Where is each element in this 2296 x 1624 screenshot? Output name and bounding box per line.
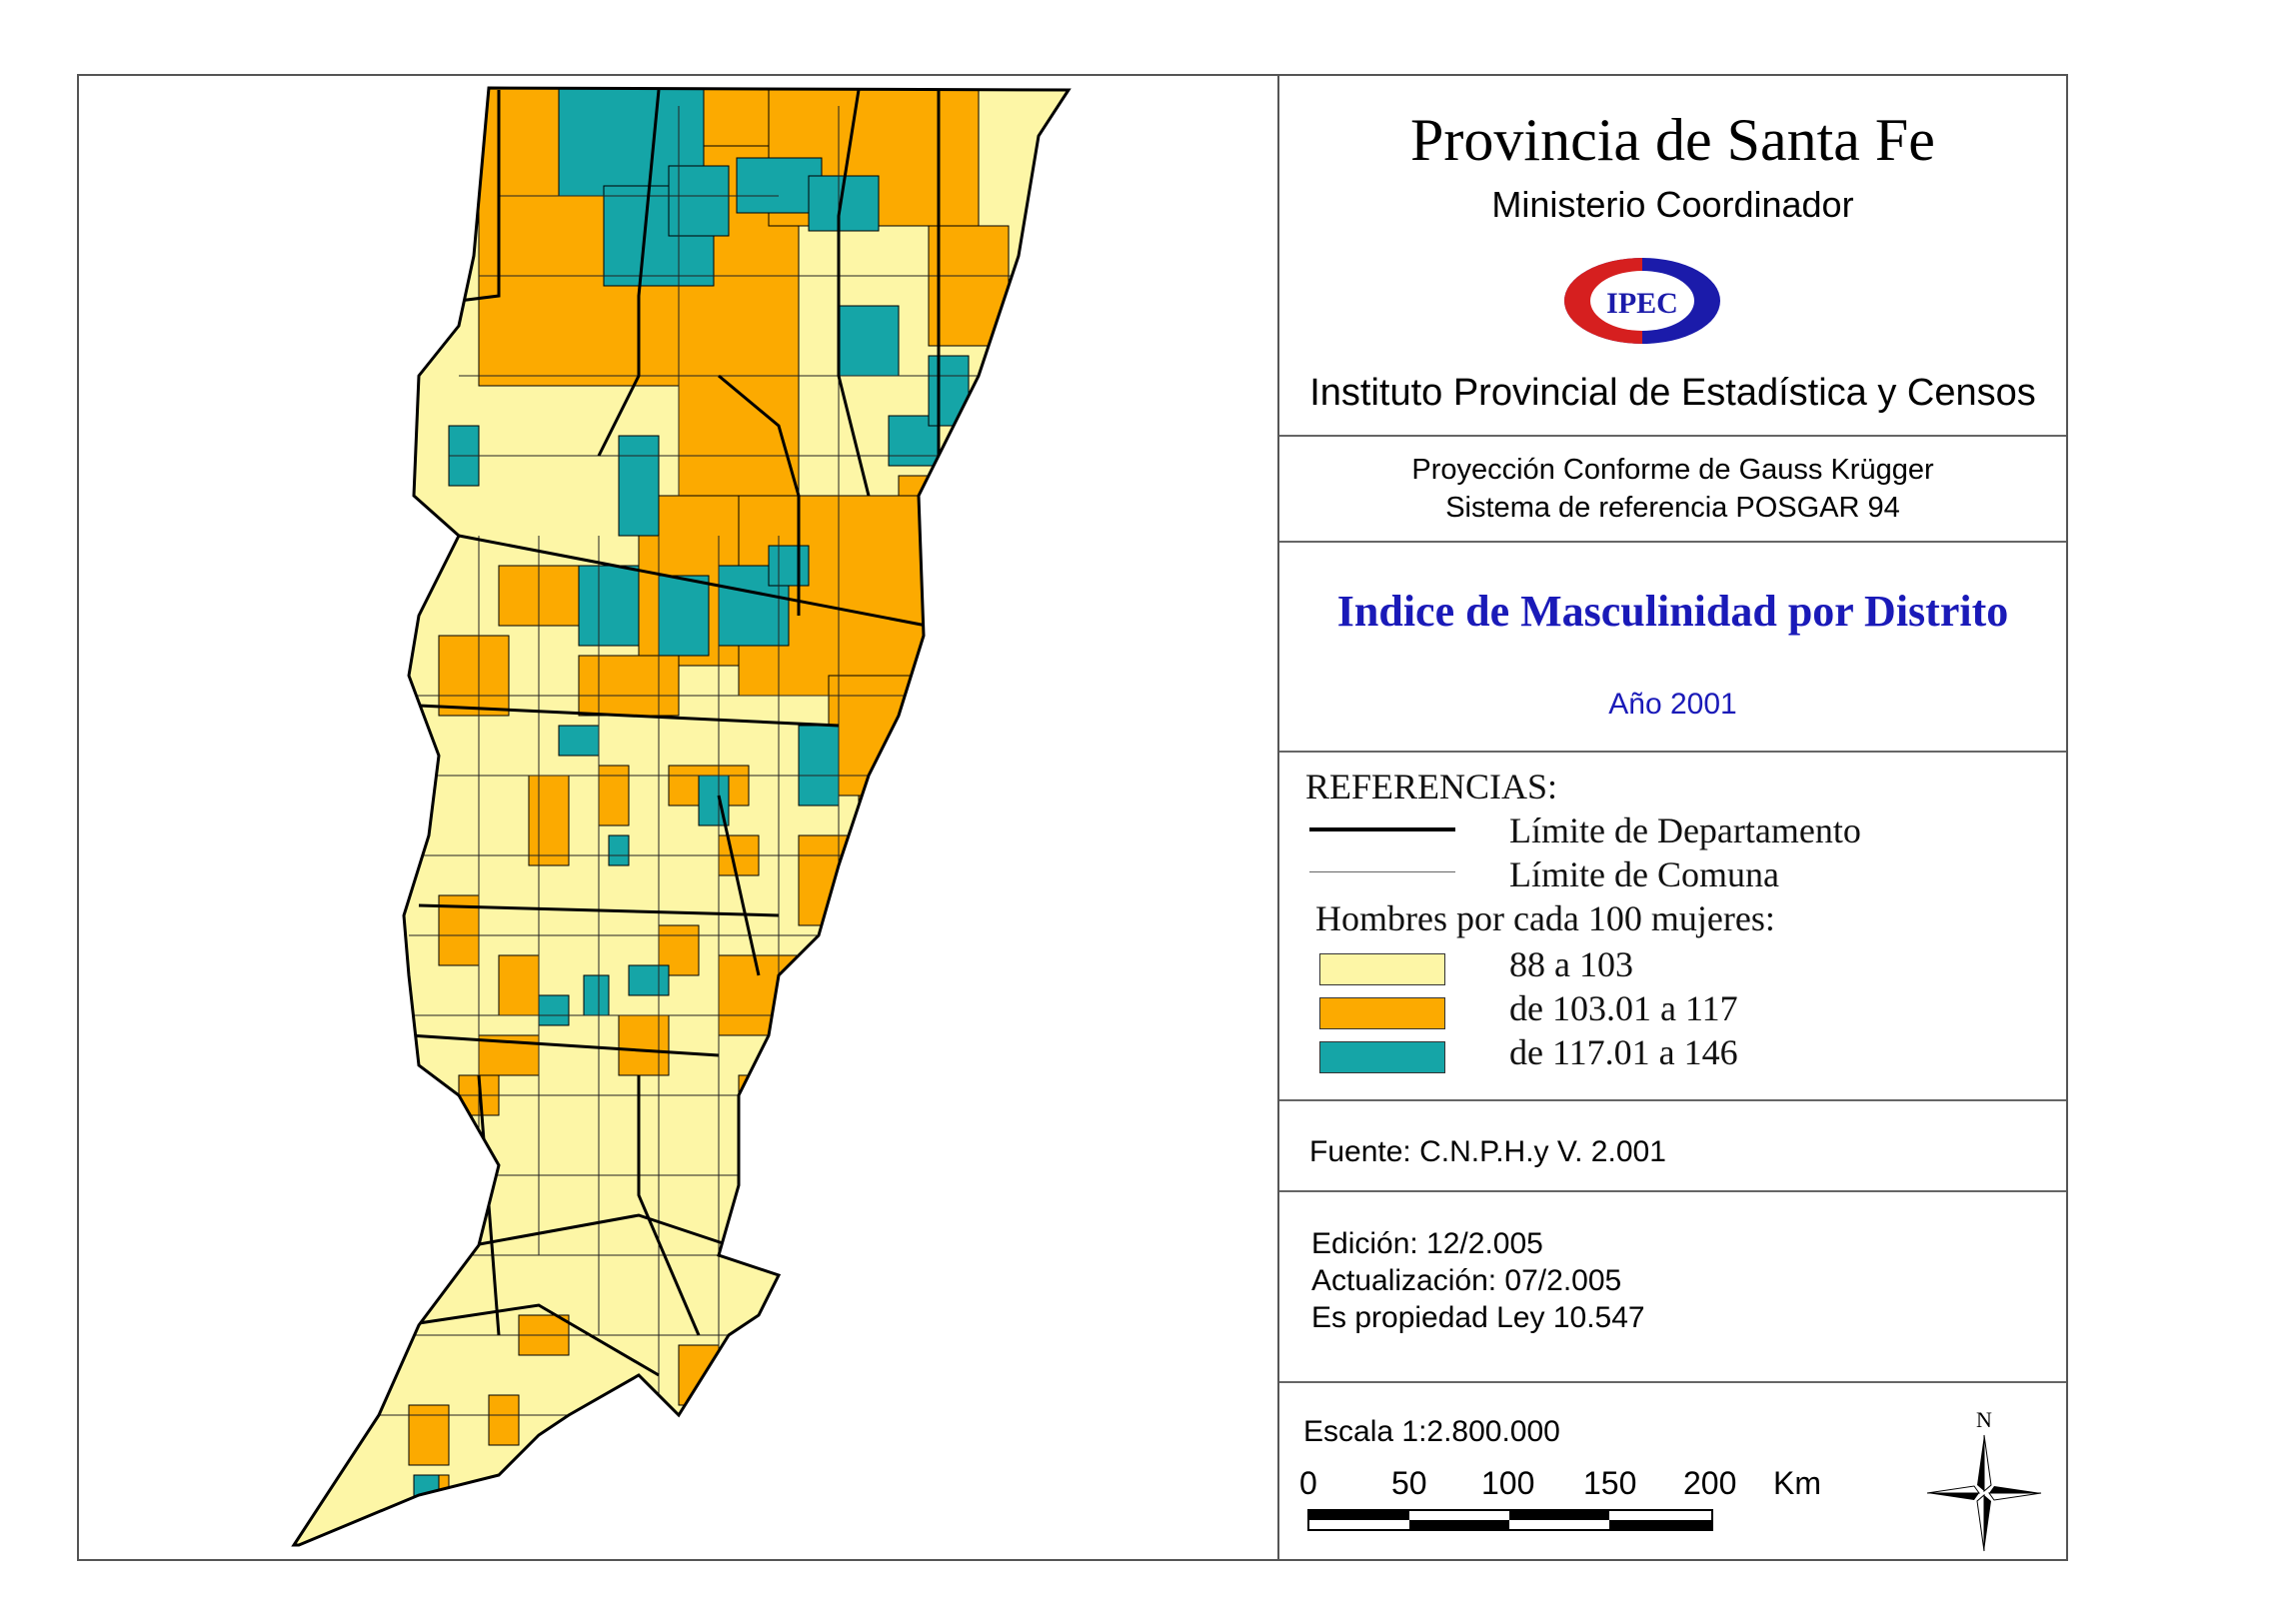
legend-swatch-low (1319, 953, 1445, 985)
map-frame (77, 74, 2068, 1561)
panel-divider-3 (1279, 751, 2066, 753)
legend-title: REFERENCIAS: (1305, 767, 1558, 807)
scale-bar (1307, 1509, 1713, 1531)
scale-label: Escala 1:2.800.000 (1303, 1415, 1560, 1448)
legend-class-low: 88 a 103 (1509, 944, 1633, 984)
legend-swatch-high (1319, 1041, 1445, 1073)
ministry-subtitle: Ministerio Coordinador (1491, 184, 1854, 225)
logo-text: IPEC (1606, 287, 1678, 320)
north-label: N (1976, 1407, 1992, 1432)
scale-tick-200: 200 (1683, 1465, 1737, 1501)
north-arrow: N (1919, 1403, 2049, 1558)
comuna-boundary-symbol (1309, 871, 1455, 872)
legend-class-mid: de 103.01 a 117 (1509, 988, 1738, 1028)
source-text: Fuente: C.N.P.H.y V. 2.001 (1309, 1135, 1666, 1168)
panel-divider-2 (1279, 541, 2066, 543)
panel-divider-1 (1279, 435, 2066, 437)
institute-name: Instituto Provincial de Estadística y Ce… (1309, 372, 2036, 414)
compass-rose-icon: N (1926, 1407, 2042, 1552)
ipec-logo-icon: IPEC (1564, 258, 1720, 344)
info-panel: Provincia de Santa Fe Ministerio Coordin… (1279, 76, 2066, 1559)
legend-class-high: de 117.01 a 146 (1509, 1032, 1738, 1072)
map-class-high (413, 88, 970, 1511)
dept-boundary-symbol (1309, 827, 1455, 831)
scale-unit: Km (1773, 1465, 1821, 1501)
map-year: Año 2001 (1608, 688, 1737, 721)
projection-line-1: Proyección Conforme de Gauss Krügger (1411, 454, 1934, 486)
edition-info: Edición: 12/2.005 Actualización: 07/2.00… (1311, 1225, 1645, 1336)
panel-divider (1277, 74, 1279, 1561)
province-title: Provincia de Santa Fe (1410, 107, 1935, 173)
scale-tick-50: 50 (1391, 1465, 1427, 1501)
panel-divider-5 (1279, 1190, 2066, 1192)
ipec-logo: IPEC (1562, 256, 1722, 351)
map-title: Indice de Masculinidad por Distrito (1336, 587, 2009, 636)
projection-info: Proyección Conforme de Gauss Krügger Sis… (1279, 451, 2066, 527)
legend-dept-label: Límite de Departamento (1509, 811, 1861, 850)
projection-line-2: Sistema de referencia POSGAR 94 (1445, 492, 1900, 524)
scale-tick-0: 0 (1299, 1465, 1317, 1501)
santa-fe-province-map (292, 86, 1071, 1547)
legend-swatch-mid (1319, 997, 1445, 1029)
legend-classes-title: Hombres por cada 100 mujeres: (1315, 898, 1775, 938)
update-date: Actualización: 07/2.005 (1311, 1264, 1622, 1297)
legend-comuna-label: Límite de Comuna (1509, 854, 1779, 894)
scale-tick-100: 100 (1481, 1465, 1535, 1501)
map-canvas (79, 76, 1278, 1559)
scale-tick-150: 150 (1583, 1465, 1637, 1501)
panel-divider-6 (1279, 1381, 2066, 1383)
property-law: Es propiedad Ley 10.547 (1311, 1301, 1645, 1334)
panel-divider-4 (1279, 1099, 2066, 1101)
edition-date: Edición: 12/2.005 (1311, 1227, 1543, 1260)
